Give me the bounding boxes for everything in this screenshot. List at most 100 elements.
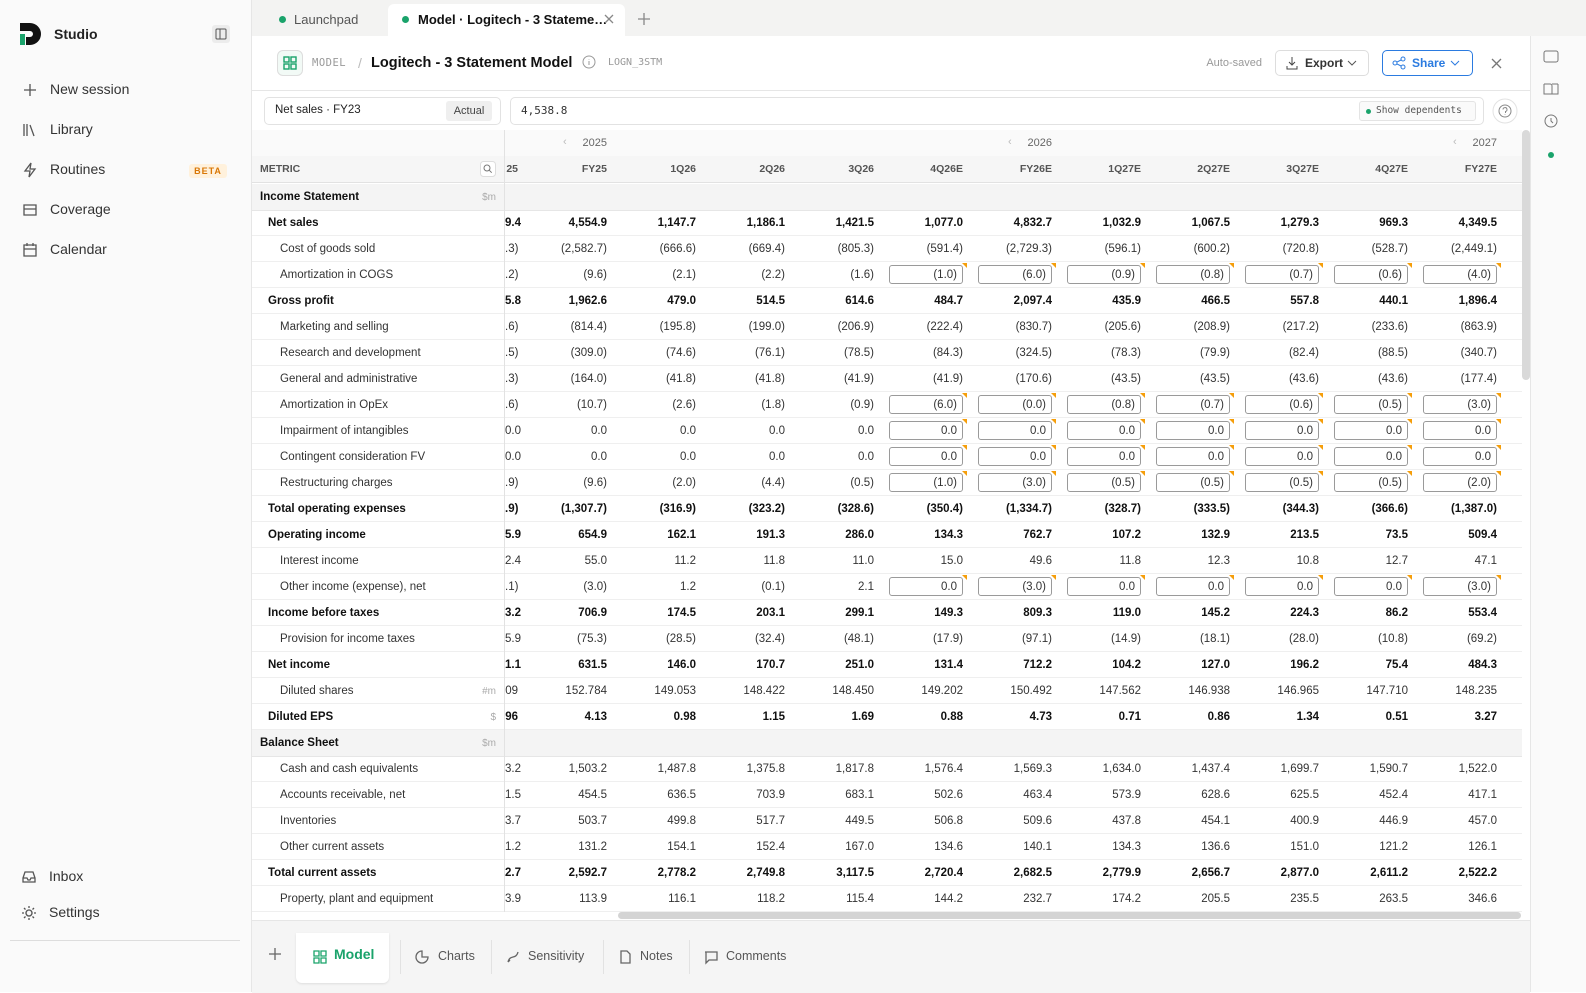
tab-label[interactable]: Launchpad xyxy=(294,12,359,27)
cell: 440.1 xyxy=(1379,295,1408,307)
input-flag xyxy=(1496,263,1501,268)
input-cell[interactable]: (6.0) xyxy=(889,395,963,414)
tab-label[interactable]: Model · Logitech - 3 Stateme… xyxy=(418,12,608,27)
v-scrollbar[interactable] xyxy=(1522,130,1530,380)
collapse-button[interactable] xyxy=(211,24,231,44)
input-cell[interactable]: 0.0 xyxy=(1156,421,1230,440)
close-model[interactable] xyxy=(1491,58,1502,69)
cell: .1) xyxy=(505,581,519,593)
help-button[interactable] xyxy=(1492,98,1518,124)
cell: .6) xyxy=(505,321,519,333)
chevron: ‹ xyxy=(1453,136,1457,148)
nav-item[interactable]: Settings xyxy=(49,904,100,920)
h-scrollbar[interactable] xyxy=(618,912,1521,919)
input-cell[interactable]: (0.6) xyxy=(1334,265,1408,284)
new-tab[interactable] xyxy=(637,12,651,26)
search-button[interactable] xyxy=(480,161,496,177)
input-cell[interactable]: 0.0 xyxy=(1334,577,1408,596)
sheet-tab[interactable]: Comments xyxy=(726,949,787,963)
share-label[interactable]: Share xyxy=(1412,56,1446,70)
close-tab[interactable] xyxy=(604,14,614,24)
input-cell[interactable]: 0.0 xyxy=(1067,447,1141,466)
row xyxy=(252,704,1522,730)
input-cell[interactable]: 0.0 xyxy=(1067,577,1141,596)
sheet-tab[interactable]: Charts xyxy=(438,949,475,963)
info-icon[interactable] xyxy=(582,55,596,69)
cell: 0.0 xyxy=(591,425,607,437)
sheet-tab[interactable]: Sensitivity xyxy=(528,949,585,963)
row-label: Other current assets xyxy=(280,841,385,853)
input-cell[interactable]: (0.7) xyxy=(1156,395,1230,414)
input-cell[interactable]: (3.0) xyxy=(1423,577,1497,596)
nav-item[interactable]: Coverage xyxy=(50,201,111,217)
nav-item[interactable]: New session xyxy=(50,81,130,97)
input-cell[interactable]: (1.0) xyxy=(889,473,963,492)
input-cell[interactable]: (0.5) xyxy=(1156,473,1230,492)
cell: (170.6) xyxy=(1015,373,1052,385)
input-cell[interactable]: (2.0) xyxy=(1423,473,1497,492)
nav-item[interactable]: Library xyxy=(50,121,93,137)
cell-ref[interactable] xyxy=(264,97,501,125)
input-cell[interactable]: 0.0 xyxy=(1245,421,1319,440)
input-cell[interactable]: 0.0 xyxy=(1067,421,1141,440)
input-cell[interactable]: (0.0) xyxy=(978,395,1052,414)
input-cell[interactable]: 0.0 xyxy=(1423,421,1497,440)
input-cell[interactable]: (3.0) xyxy=(1423,395,1497,414)
row xyxy=(252,262,1522,288)
formula-input[interactable] xyxy=(510,97,1484,125)
input-cell[interactable]: 0.0 xyxy=(889,577,963,596)
input-cell[interactable]: (1.0) xyxy=(889,265,963,284)
dependents-label[interactable]: Show dependents xyxy=(1376,105,1462,116)
cell: 0.71 xyxy=(1118,711,1141,723)
input-cell[interactable]: (4.0) xyxy=(1423,265,1497,284)
input-cell[interactable]: 0.0 xyxy=(1334,421,1408,440)
cell: 73.5 xyxy=(1385,529,1408,541)
cell: 503.7 xyxy=(578,815,607,827)
input-cell[interactable]: (0.8) xyxy=(1156,265,1230,284)
input-cell[interactable]: 0.0 xyxy=(978,421,1052,440)
export-button[interactable] xyxy=(1275,50,1369,76)
divider xyxy=(10,940,240,941)
dependents-button[interactable] xyxy=(1359,101,1476,121)
nav-item[interactable]: Inbox xyxy=(49,868,84,884)
cell: (340.7) xyxy=(1460,347,1497,359)
input-cell[interactable]: 0.0 xyxy=(1245,577,1319,596)
nav-item[interactable]: Calendar xyxy=(50,241,107,257)
input-cell[interactable]: (0.5) xyxy=(1334,395,1408,414)
input-cell[interactable]: (3.0) xyxy=(978,473,1052,492)
rail-icons[interactable] xyxy=(1541,48,1561,168)
input-cell[interactable]: (0.5) xyxy=(1245,473,1319,492)
cell: 11.8 xyxy=(1119,555,1141,567)
input-cell[interactable]: (0.5) xyxy=(1067,473,1141,492)
cell: 1,503.2 xyxy=(568,763,607,775)
input-cell[interactable]: 0.0 xyxy=(1245,447,1319,466)
input-cell[interactable]: (0.5) xyxy=(1334,473,1408,492)
dot xyxy=(1366,109,1371,114)
input-cell[interactable]: 0.0 xyxy=(1423,447,1497,466)
input-cell[interactable]: 0.0 xyxy=(889,421,963,440)
input-cell[interactable]: 0.0 xyxy=(978,447,1052,466)
input-cell[interactable]: (0.9) xyxy=(1067,265,1141,284)
input-cell[interactable]: 0.0 xyxy=(1156,447,1230,466)
add-sheet[interactable] xyxy=(268,947,282,961)
tab-active[interactable] xyxy=(388,4,625,36)
input-cell[interactable]: (0.7) xyxy=(1245,265,1319,284)
input-cell[interactable]: (0.6) xyxy=(1245,395,1319,414)
nav-item[interactable]: Routines xyxy=(50,161,106,177)
sheet-tab[interactable]: Model xyxy=(334,946,375,962)
input-cell[interactable]: 0.0 xyxy=(889,447,963,466)
share-button[interactable] xyxy=(1382,50,1473,76)
cell: 1,077.0 xyxy=(924,217,963,229)
sheet-tab-active[interactable] xyxy=(296,933,389,983)
cell: 286.0 xyxy=(845,529,874,541)
input-cell[interactable]: (0.8) xyxy=(1067,395,1141,414)
year-label: 2026 xyxy=(1027,137,1052,149)
input-cell[interactable]: 0.0 xyxy=(1334,447,1408,466)
sheet-tab[interactable]: Notes xyxy=(640,949,673,963)
row xyxy=(252,418,1522,444)
export-label[interactable]: Export xyxy=(1305,56,1344,70)
input-cell[interactable]: 0.0 xyxy=(1156,577,1230,596)
cell: 154.1 xyxy=(667,841,696,853)
input-cell[interactable]: (3.0) xyxy=(978,577,1052,596)
input-cell[interactable]: (6.0) xyxy=(978,265,1052,284)
